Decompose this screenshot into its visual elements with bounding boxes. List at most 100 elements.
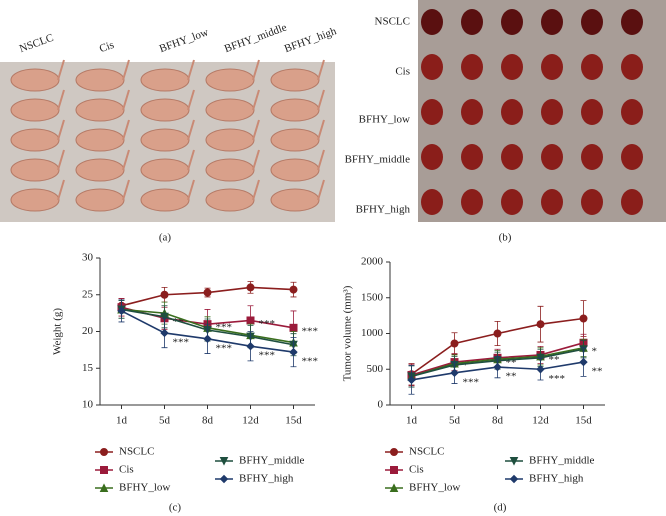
legend-marker [509,474,519,484]
mouse [140,188,190,212]
caption: (a) [159,232,172,244]
tumor [541,144,563,170]
mouse [270,128,320,152]
group-label: Cis [98,39,116,55]
significance: *** [463,376,480,388]
marker [536,353,545,363]
mouse [205,98,255,122]
marker [246,283,255,292]
mouse [75,188,125,212]
tumor [501,189,523,215]
significance: ** [506,357,517,369]
x-tick-label: 15d [285,415,302,427]
tumor [421,9,443,35]
mouse [205,68,255,92]
mouse [205,158,255,182]
caption: (d) [494,502,507,514]
legend-marker [509,457,519,466]
tail [187,59,195,81]
legend-label: BFHY_middle [239,455,305,467]
tumor [541,54,563,80]
legend-marker [99,483,109,492]
tumor [461,144,483,170]
mouse [10,158,60,182]
tumor [501,54,523,80]
tail [122,89,130,111]
legend-marker [100,466,108,474]
significance: ** [549,354,560,366]
legend-label: BFHY_middle [529,455,595,467]
tail [252,59,260,81]
tail [57,149,65,171]
mouse [75,68,125,92]
tumor [581,9,603,35]
tail [187,179,195,201]
marker [203,288,212,297]
tumor [421,99,443,125]
mouse [10,128,60,152]
y-axis-label: Weight (g) [52,308,64,355]
tumor [581,189,603,215]
y-tick-label: 1500 [361,291,384,303]
tumor [421,189,443,215]
tumor [541,99,563,125]
group-label: BFHY_low [158,26,210,55]
tail [187,89,195,111]
tumor [461,54,483,80]
marker [246,341,255,351]
marker [450,368,459,378]
marker [536,365,545,374]
tail [317,89,325,111]
x-tick-label: 5d [449,415,461,427]
marker [289,323,298,332]
tumor [501,99,523,125]
y-tick-label: 25 [82,288,94,300]
mouse [270,68,320,92]
x-tick-label: 12d [532,415,549,427]
tumor [621,189,643,215]
legend-marker [390,448,398,456]
group-label: BFHY_middle [345,154,411,166]
y-axis-label: Tumor volume (mm³) [342,285,354,381]
caption: (b) [499,232,512,244]
tail [252,89,260,111]
tail [57,119,65,141]
mouse [205,188,255,212]
marker [117,306,126,316]
y-tick-label: 0 [378,399,384,411]
x-tick-label: 8d [202,415,214,427]
tail [122,119,130,141]
marker [493,329,502,338]
legend-label: NSCLC [119,446,154,458]
legend-marker [219,457,229,466]
tumor [501,144,523,170]
tail [57,179,65,201]
mouse [75,98,125,122]
legend-label: NSCLC [409,446,444,458]
tail [122,149,130,171]
legend-marker [390,466,398,474]
tumor [621,144,643,170]
group-label: BFHY_high [356,204,411,216]
tumor [421,54,443,80]
mouse [205,128,255,152]
y-tick-label: 10 [82,399,94,411]
group-label: NSCLC [375,16,410,28]
marker [289,285,298,294]
y-tick-label: 20 [82,325,94,337]
group-label: Cis [395,66,410,78]
mouse [140,158,190,182]
tumor [581,54,603,80]
marker [160,290,169,299]
marker [407,375,416,385]
legend-label: BFHY_low [119,482,170,494]
y-tick-label: 15 [82,362,94,374]
tail [252,149,260,171]
significance: *** [302,356,319,368]
significance: *** [302,325,319,337]
y-tick-label: 30 [82,252,94,264]
significance: *** [173,337,190,349]
x-tick-label: 1d [406,415,418,427]
y-tick-label: 500 [367,363,384,375]
